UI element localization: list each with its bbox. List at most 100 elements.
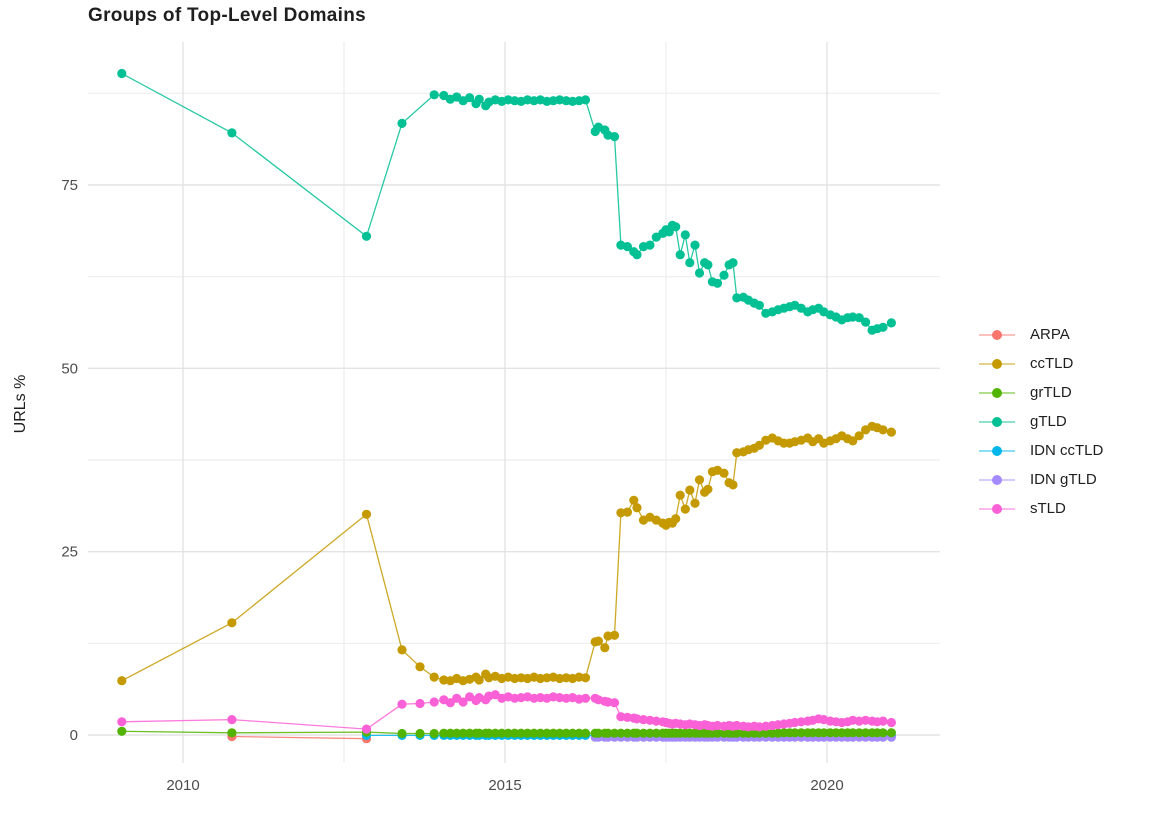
legend-label-cctld: ccTLD — [1030, 355, 1074, 372]
data-point-stld — [580, 693, 591, 703]
data-point-gtld — [645, 240, 655, 250]
legend-item-idn-gtld: IDN gTLD — [978, 465, 1103, 494]
data-point-grtld — [227, 728, 237, 738]
legend-dot-idn-gtld — [992, 474, 1002, 485]
data-point-grtld — [732, 728, 742, 738]
chart-title: Groups of Top-Level Domains — [88, 5, 366, 26]
data-point-gtld — [671, 222, 681, 232]
series-arpa — [227, 731, 372, 744]
data-point-grtld — [490, 728, 500, 738]
legend-key-grtld — [979, 387, 1015, 398]
data-point-cctld — [397, 645, 407, 655]
legend-key-stld — [979, 503, 1015, 514]
data-point-gtld — [465, 93, 475, 103]
legend-item-idn-cctld: IDN ccTLD — [978, 436, 1103, 465]
y-tick-label: 0 — [70, 727, 78, 744]
data-point-stld — [878, 716, 888, 726]
data-point-grtld — [117, 726, 127, 736]
data-point-gtld — [580, 95, 591, 105]
data-point-grtld — [503, 728, 513, 738]
legend-dot-arpa — [992, 329, 1002, 340]
data-point-grtld — [712, 728, 723, 738]
data-point-stld — [429, 697, 439, 707]
legend-dot-gtld — [992, 416, 1002, 427]
series-cctld — [117, 421, 897, 686]
y-tick-label: 75 — [61, 177, 78, 194]
legend-key-cctld — [979, 358, 1015, 369]
legend-item-cctld: ccTLD — [978, 349, 1103, 378]
data-point-cctld — [719, 468, 729, 478]
data-point-stld — [397, 699, 407, 709]
data-point-cctld — [690, 498, 700, 508]
data-point-grtld — [510, 728, 520, 738]
data-point-grtld — [861, 728, 871, 738]
data-point-gtld — [878, 322, 888, 332]
legend-label-idn-cctld: IDN ccTLD — [1030, 442, 1104, 459]
legend-item-grtld: grTLD — [978, 378, 1103, 407]
legend-key-idn-cctld — [979, 445, 1015, 456]
data-point-stld — [609, 698, 620, 708]
data-point-grtld — [445, 728, 455, 738]
series-line-arpa — [231, 735, 367, 740]
data-point-cctld — [703, 484, 713, 494]
data-point-grtld — [516, 728, 526, 738]
data-point-cctld — [629, 495, 639, 505]
data-point-gtld — [728, 258, 738, 268]
data-point-grtld — [796, 728, 806, 738]
legend: ARPA ccTLD grTLD gTLD IDN ccTLD IDN gTLD sTLD — [978, 320, 1103, 523]
data-point-gtld — [719, 270, 729, 280]
data-point-cctld — [474, 675, 484, 685]
data-point-gtld — [632, 250, 642, 260]
data-point-grtld — [622, 728, 633, 738]
data-point-grtld — [848, 728, 858, 738]
data-point-stld — [117, 717, 127, 727]
data-point-grtld — [542, 728, 552, 738]
data-point-grtld — [878, 728, 888, 738]
data-point-gtld — [703, 260, 713, 270]
data-point-gtld — [622, 242, 633, 252]
legend-dot-stld — [992, 503, 1002, 514]
data-point-cctld — [728, 480, 738, 490]
legend-key-idn-gtld — [979, 474, 1015, 485]
data-point-grtld — [854, 728, 864, 738]
data-point-grtld — [638, 728, 649, 738]
data-point-grtld — [790, 728, 800, 738]
data-point-gtld — [712, 278, 723, 288]
data-point-grtld — [452, 728, 462, 738]
data-point-cctld — [609, 630, 620, 640]
data-point-cctld — [600, 643, 610, 653]
legend-item-gtld: gTLD — [978, 407, 1103, 436]
legend-dot-grtld — [992, 387, 1002, 398]
data-point-grtld — [568, 728, 578, 738]
data-point-grtld — [439, 728, 449, 738]
data-point-grtld — [632, 728, 642, 738]
data-point-cctld — [848, 436, 858, 446]
data-point-stld — [886, 717, 897, 728]
data-point-grtld — [397, 728, 407, 739]
data-point-cctld — [694, 475, 705, 485]
data-point-gtld — [754, 300, 765, 310]
data-point-grtld — [580, 728, 591, 738]
data-point-grtld — [761, 728, 771, 738]
data-point-gtld — [694, 268, 705, 278]
data-point-cctld — [754, 440, 765, 450]
data-point-grtld — [465, 728, 475, 738]
x-tick-label: 2015 — [488, 777, 521, 794]
data-point-grtld — [593, 728, 604, 738]
data-point-gtld — [361, 231, 372, 241]
data-point-grtld — [535, 728, 546, 738]
series-line-cctld — [121, 425, 892, 682]
data-point-gtld — [429, 90, 439, 100]
legend-dot-idn-cctld — [992, 445, 1002, 456]
data-point-grtld — [886, 728, 897, 738]
data-point-grtld — [574, 728, 584, 738]
data-point-grtld — [548, 728, 558, 738]
data-point-grtld — [819, 728, 829, 738]
legend-key-arpa — [979, 329, 1015, 340]
data-point-grtld — [458, 728, 468, 738]
data-point-grtld — [651, 728, 661, 738]
data-point-cctld — [886, 427, 897, 437]
data-point-grtld — [497, 728, 507, 738]
